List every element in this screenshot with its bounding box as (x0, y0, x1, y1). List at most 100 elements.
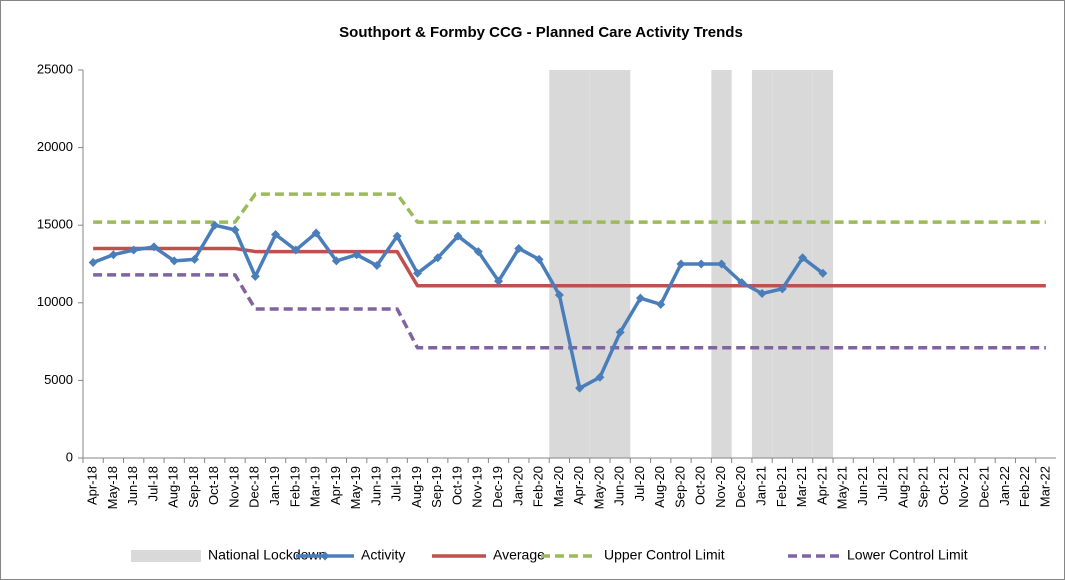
legend-marker (320, 551, 330, 561)
data-point (129, 245, 139, 255)
legend-label: Activity (361, 547, 405, 563)
x-tick-label: Oct-21 (936, 466, 951, 505)
lockdown-bar (792, 70, 813, 458)
x-tick-label: Jan-22 (997, 466, 1012, 506)
data-point (210, 220, 220, 230)
x-tick-label: Apr-18 (85, 466, 100, 505)
data-point (412, 268, 422, 278)
data-point (331, 256, 341, 266)
x-tick-label: Sep-21 (916, 466, 931, 508)
data-point (818, 268, 828, 278)
x-tick-label: Mar-20 (551, 466, 566, 507)
x-tick-label: Jan-20 (510, 466, 525, 506)
x-tick-label: Dec-19 (490, 466, 505, 508)
x-tick-label: Dec-20 (733, 466, 748, 508)
data-point (433, 253, 443, 263)
data-point (250, 271, 260, 281)
legend-label: Average (493, 547, 545, 563)
data-point (696, 259, 706, 269)
data-point (494, 276, 504, 286)
x-tick-label: May-19 (348, 466, 363, 509)
data-point (595, 372, 605, 382)
data-point (271, 230, 281, 240)
x-tick-label: Apr-21 (814, 466, 829, 505)
data-point (108, 250, 118, 260)
x-tick-label: Mar-21 (794, 466, 809, 507)
x-tick-label: Jun-20 (612, 466, 627, 506)
series-line (93, 192, 1046, 224)
x-tick-label: Jan-19 (267, 466, 282, 506)
x-tick-label: Apr-19 (328, 466, 343, 505)
legend-label: National Lockdown (208, 547, 326, 563)
data-point (737, 278, 747, 288)
data-point (372, 261, 382, 271)
series-line (93, 246, 1046, 288)
lockdown-bar (812, 70, 834, 458)
data-point (798, 253, 808, 263)
x-tick-label: Nov-19 (470, 466, 485, 508)
data-point (230, 225, 240, 235)
data-point (656, 299, 666, 309)
x-tick-label: Oct-19 (449, 466, 464, 505)
data-point (189, 254, 199, 264)
x-tick-label: Nov-21 (956, 466, 971, 508)
lockdown-bar (751, 70, 773, 458)
x-tick-label: Oct-20 (693, 466, 708, 505)
x-tick-label: Jul-18 (145, 466, 160, 501)
x-tick-label: May-20 (591, 466, 606, 509)
x-tick-label: Aug-20 (652, 466, 667, 508)
chart-title: Southport & Formby CCG - Planned Care Ac… (339, 24, 743, 41)
x-tick-label: Nov-18 (226, 466, 241, 508)
x-tick-label: Aug-18 (166, 466, 181, 508)
x-tick-label: Jun-19 (368, 466, 383, 506)
x-tick-label: Feb-22 (1017, 466, 1032, 507)
x-tick-label: Sep-18 (186, 466, 201, 508)
x-tick-label: Jul-20 (632, 466, 647, 501)
x-tick-label: Aug-19 (409, 466, 424, 508)
legend-label: Lower Control Limit (847, 547, 968, 563)
data-point (757, 288, 767, 298)
y-tick-label: 5000 (44, 372, 73, 387)
data-point (473, 247, 483, 257)
data-point (514, 243, 524, 253)
x-tick-label: Dec-18 (247, 466, 262, 508)
lockdown-bar (569, 70, 590, 458)
x-tick-label: Oct-18 (206, 466, 221, 505)
x-tick-label: Nov-20 (713, 466, 728, 508)
data-point (169, 256, 179, 266)
y-tick-label: 20000 (37, 139, 73, 154)
data-point (717, 259, 727, 269)
y-tick-label: 25000 (37, 61, 73, 76)
data-point (615, 327, 625, 337)
data-point (392, 231, 402, 241)
data-point (635, 293, 645, 303)
x-tick-label: Feb-19 (287, 466, 302, 507)
x-tick-label: Feb-21 (774, 466, 789, 507)
x-tick-label: Jun-18 (125, 466, 140, 506)
lockdown-bar (589, 70, 611, 458)
data-point (453, 231, 463, 241)
x-tick-label: Mar-19 (308, 466, 323, 507)
data-point (777, 284, 787, 294)
x-tick-label: Apr-20 (571, 466, 586, 505)
data-point (311, 228, 321, 238)
data-point (554, 290, 564, 300)
x-tick-label: May-18 (105, 466, 120, 509)
data-point (575, 383, 585, 393)
x-tick-label: Jul-19 (389, 466, 404, 501)
x-tick-label: Jun-21 (855, 466, 870, 506)
x-tick-label: Aug-21 (895, 466, 910, 508)
data-point (676, 259, 686, 269)
x-tick-label: Jan-21 (754, 466, 769, 506)
x-tick-label: Sep-19 (429, 466, 444, 508)
x-tick-label: Jul-21 (875, 466, 890, 501)
data-point (352, 250, 362, 260)
lockdown-bar (549, 70, 570, 458)
data-point (149, 242, 159, 252)
data-point (291, 245, 301, 255)
x-tick-label: Mar-22 (1037, 466, 1052, 507)
y-tick-label: 10000 (37, 294, 73, 309)
data-point (88, 257, 98, 267)
